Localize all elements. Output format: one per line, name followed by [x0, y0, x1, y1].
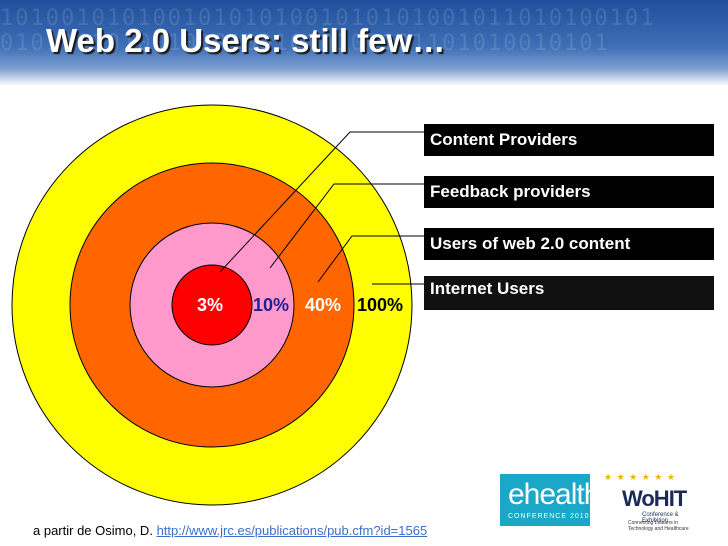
leader-line-content-providers [219, 131, 424, 273]
percent-feedback-providers: 10% [253, 295, 289, 315]
ehealth-logo-text: ehealth [508, 478, 600, 511]
binary-background-decoration: 1010010101001010101001010101001011010100… [0, 6, 656, 56]
ehealth-logo-subtext: CONFERENCE 2010 [508, 513, 590, 520]
slide-title: Web 2.0 Users: still few… [46, 22, 446, 59]
stars-icon: ★ ★ ★ ★ ★ ★ [604, 472, 676, 482]
percent-web20-users: 40% [305, 295, 341, 315]
wohit-logo-subtext: Conference & Exhibition [642, 512, 679, 524]
percent-internet-users: 100% [357, 295, 403, 315]
label-content-providers: Content Providers [424, 124, 714, 156]
leader-line-feedback-providers [269, 183, 424, 269]
percent-content-providers: 3% [197, 295, 223, 315]
source-prefix: a partir de Osimo, D. [33, 523, 153, 538]
ehealth-logo: ehealth CONFERENCE 2010 [500, 474, 600, 526]
label-feedback-providers: Feedback providers [424, 176, 714, 208]
wohit-logo-text: WoHIT [622, 486, 687, 511]
leader-line-web20-users [317, 235, 424, 283]
label-internet-users: Internet Users [424, 276, 714, 310]
ring-content-providers [171, 264, 253, 346]
wohit-logo-tagline: Connecting Leaders in Technology and Hea… [628, 520, 689, 532]
source-link[interactable]: http://www.jrc.es/publications/pub.cfm?i… [156, 523, 428, 538]
header-banner: 1010010101001010101001010101001011010100… [0, 0, 728, 86]
wohit-logo: ★ ★ ★ ★ ★ ★ WoHIT Conference & Exhibitio… [602, 472, 702, 532]
source-citation: a partir de Osimo, D. http://www.jrc.es/… [33, 523, 427, 538]
label-web20-users: Users of web 2.0 content [424, 228, 714, 260]
